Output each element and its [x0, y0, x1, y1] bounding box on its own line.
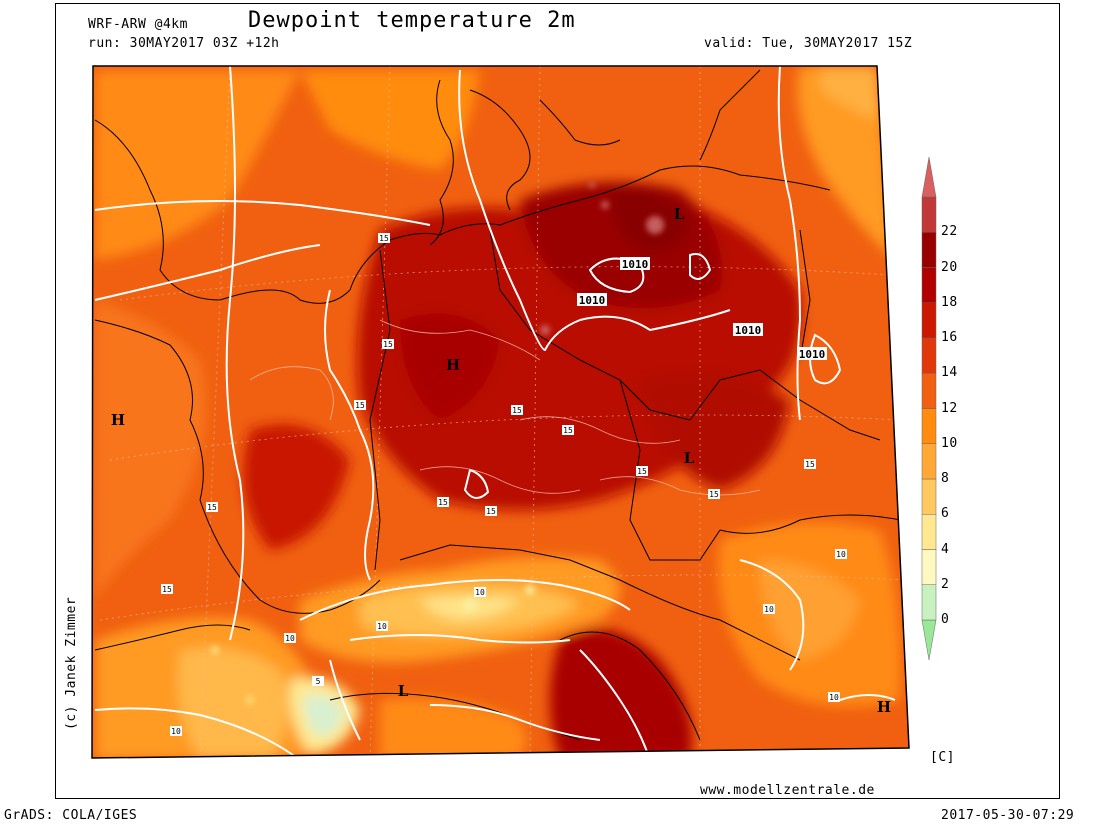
colorbar-segment [921, 196, 937, 233]
low-pressure-marker: L [684, 449, 695, 467]
contour-label: 15 [708, 489, 720, 499]
contour-label: 15 [636, 466, 648, 476]
contour-label: 15 [485, 506, 497, 516]
svg-text:1010: 1010 [735, 324, 762, 337]
figure-frame [55, 3, 1060, 799]
svg-text:15: 15 [355, 401, 365, 410]
isobar-label: 1010 [733, 323, 763, 337]
contour-label: 10 [828, 692, 840, 702]
contour-label: 15 [437, 497, 449, 507]
contour-label: 15 [206, 502, 218, 512]
contour-label: 15 [354, 400, 366, 410]
colorbar-tick-label: 10 [941, 435, 958, 451]
svg-text:15: 15 [438, 498, 448, 507]
svg-text:15: 15 [383, 340, 393, 349]
website-label: www.modellzentrale.de [700, 783, 875, 798]
colorbar-segment [921, 514, 937, 550]
high-pressure-marker: H [877, 698, 891, 716]
isobar-label: 1010 [577, 293, 607, 307]
svg-text:10: 10 [285, 634, 295, 643]
contour-label: 15 [161, 584, 173, 594]
colorbar-tick-label: 6 [941, 506, 950, 522]
colorbar-segment [921, 408, 937, 444]
colorbar-tick-label: 4 [941, 541, 950, 557]
svg-text:10: 10 [764, 605, 774, 614]
valid-label: valid: Tue, 30MAY2017 15Z [704, 36, 913, 51]
contour-label: 5 [312, 676, 324, 686]
svg-text:15: 15 [379, 234, 389, 243]
high-pressure-marker: H [446, 356, 460, 374]
colorbar-segment [921, 232, 937, 268]
contour-label: 15 [382, 339, 394, 349]
low-pressure-marker: L [674, 205, 685, 223]
svg-text:10: 10 [377, 622, 387, 631]
colorbar-segment [921, 478, 937, 515]
contour-label: 10 [474, 587, 486, 597]
generation-timestamp: 2017-05-30-07:29 [941, 808, 1075, 823]
isobar-label: 1010 [797, 347, 827, 361]
svg-text:1010: 1010 [579, 294, 606, 307]
colorbar-tick-label: 20 [941, 259, 958, 275]
colorbar-segment [921, 619, 937, 661]
colorbar-segment [921, 549, 937, 585]
svg-text:10: 10 [475, 588, 485, 597]
colorbar-segment [921, 302, 937, 339]
map-border [91, 65, 910, 759]
svg-text:1010: 1010 [622, 258, 649, 271]
colorbar-segment [921, 443, 937, 480]
contour-label: 10 [170, 726, 182, 736]
contour-label: 10 [835, 549, 847, 559]
colorbar-unit: [C] [930, 750, 955, 765]
colorbar-tick-label: 2 [941, 576, 950, 592]
colorbar-tick-label: 0 [941, 612, 950, 627]
colorbar-segment [921, 373, 937, 409]
colorbar-tick-label: 18 [941, 294, 958, 310]
colorbar-segment [921, 156, 937, 198]
svg-text:10: 10 [171, 727, 181, 736]
svg-text:15: 15 [162, 585, 172, 594]
map-title: Dewpoint temperature 2m [248, 8, 576, 33]
svg-text:10: 10 [829, 693, 839, 702]
contour-label: 15 [378, 233, 390, 243]
svg-text:15: 15 [709, 490, 719, 499]
svg-text:10: 10 [836, 550, 846, 559]
svg-text:15: 15 [805, 460, 815, 469]
contour-label: 10 [763, 604, 775, 614]
contour-label: 15 [804, 459, 816, 469]
grads-credit: GrADS: COLA/IGES [4, 808, 138, 823]
colorbar-tick-label: 8 [941, 471, 950, 486]
svg-text:1010: 1010 [799, 348, 826, 361]
svg-text:15: 15 [637, 467, 647, 476]
high-pressure-marker: H [111, 411, 125, 429]
contour-label: 10 [376, 621, 388, 631]
svg-text:5: 5 [316, 677, 321, 686]
colorbar-segment [921, 584, 937, 621]
svg-text:15: 15 [486, 507, 496, 516]
colorbar-tick-label: 12 [941, 400, 958, 416]
svg-text:15: 15 [512, 406, 522, 415]
colorbar-segment [921, 337, 937, 374]
map-field [92, 66, 909, 758]
model-label: WRF-ARW @4km [88, 17, 188, 32]
colorbar-tick-label: 16 [941, 330, 958, 345]
isobar-label: 1010 [620, 257, 650, 271]
contour-label: 10 [284, 633, 296, 643]
low-pressure-marker: L [398, 682, 409, 700]
colorbar-segment [921, 267, 937, 303]
colorbar-tick-label: 14 [941, 365, 958, 381]
contour-label: 15 [562, 425, 574, 435]
svg-text:15: 15 [563, 426, 573, 435]
colorbar-tick-label: 22 [941, 224, 958, 240]
run-label: run: 30MAY2017 03Z +12h [88, 36, 280, 51]
svg-text:15: 15 [207, 503, 217, 512]
contour-label: 15 [511, 405, 523, 415]
